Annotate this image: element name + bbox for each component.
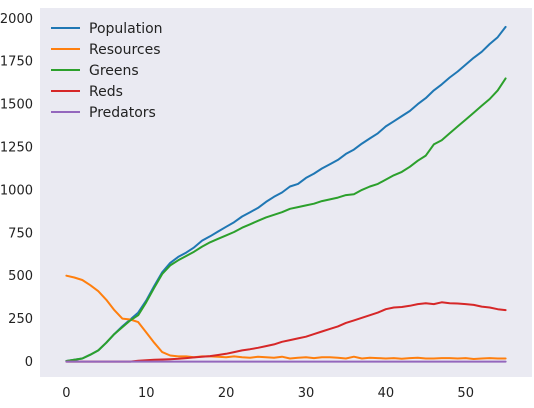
series-line-resources [65,274,507,360]
y-tick-label: 2000 [0,12,33,27]
y-tick-label: 1250 [0,141,33,156]
series-line-population [65,25,507,362]
x-axis-ticks: 0 10 20 30 40 50 [62,386,474,401]
y-tick-label: 750 [8,226,33,241]
legend: Population Resources Greens Reds Predators [51,21,163,121]
x-tick-label: 20 [218,386,235,401]
x-tick-label: 10 [138,386,155,401]
x-tick-label: 0 [62,386,70,401]
y-axis-ticks: 0 250 500 750 1000 1250 1500 1750 2000 [0,12,33,370]
y-tick-label: 250 [8,312,33,327]
x-tick-label: 50 [457,386,474,401]
y-tick-label: 1000 [0,183,33,198]
legend-label: Reds [89,84,123,100]
legend-label: Greens [89,63,139,79]
series-lines [65,25,507,363]
x-tick-label: 30 [298,386,315,401]
y-tick-label: 500 [8,269,33,284]
legend-label: Predators [89,105,156,121]
y-tick-label: 1500 [0,98,33,113]
series-line-greens [65,77,507,362]
x-tick-label: 40 [378,386,395,401]
y-tick-label: 1750 [0,55,33,70]
y-tick-label: 0 [25,355,33,370]
legend-label: Resources [89,42,161,58]
plot-area [40,8,532,377]
legend-label: Population [89,21,163,37]
